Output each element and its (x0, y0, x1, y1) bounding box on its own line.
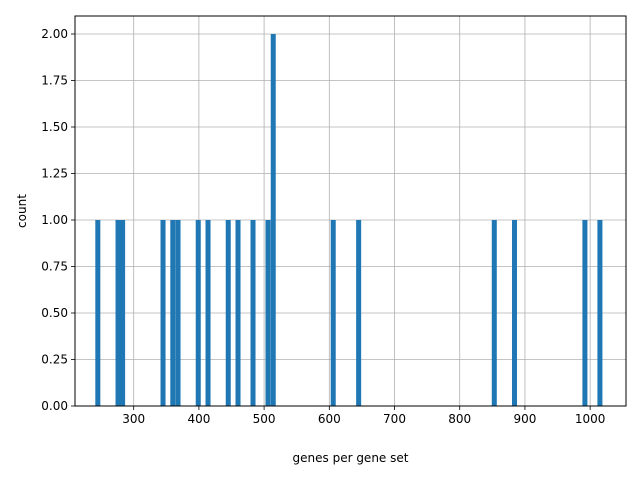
y-tick-label: 0.00 (41, 399, 68, 413)
histogram-bar (356, 220, 362, 406)
histogram-bar (582, 220, 588, 406)
y-tick-label: 1.25 (41, 167, 68, 181)
histogram-bar (120, 220, 126, 406)
x-tick-label: 500 (253, 412, 276, 426)
y-tick-label: 2.00 (41, 27, 68, 41)
x-tick-label: 900 (513, 412, 536, 426)
histogram-bar (250, 220, 256, 406)
histogram-bar (175, 220, 181, 406)
y-tick-label: 0.75 (41, 260, 68, 274)
histogram-bar (170, 220, 176, 406)
x-axis-label: genes per gene set (293, 451, 409, 465)
x-tick-label: 800 (448, 412, 471, 426)
histogram-bar (160, 220, 166, 406)
y-tick-label: 1.75 (41, 74, 68, 88)
y-tick-label: 0.50 (41, 306, 68, 320)
x-tick-label: 1000 (575, 412, 606, 426)
histogram-bar (491, 220, 497, 406)
y-tick-label: 0.25 (41, 353, 68, 367)
histogram-bar (330, 220, 336, 406)
x-tick-label: 600 (318, 412, 341, 426)
x-tick-label: 700 (383, 412, 406, 426)
axis-ticks: 300 400 500 600 700 800 900 1000 0.00 0.25 0.50 0.7… (41, 27, 605, 426)
histogram-bar (235, 220, 241, 406)
histogram-bar (511, 220, 518, 406)
histogram-bar (597, 220, 603, 406)
histogram-bar (265, 220, 271, 406)
histogram-bar (95, 220, 101, 406)
histogram-bar (205, 220, 211, 406)
y-tick-label: 1.50 (41, 120, 68, 134)
histogram-bars (95, 34, 603, 406)
axes-frame (74, 15, 627, 407)
histogram-bar (195, 220, 201, 406)
x-tick-label: 400 (187, 412, 210, 426)
histogram-bar (225, 220, 231, 406)
y-tick-label: 1.00 (41, 213, 68, 227)
x-tick-label: 300 (122, 412, 145, 426)
histogram-bar (115, 220, 121, 406)
y-axis-label: count (15, 194, 29, 228)
histogram-bar (270, 34, 276, 406)
